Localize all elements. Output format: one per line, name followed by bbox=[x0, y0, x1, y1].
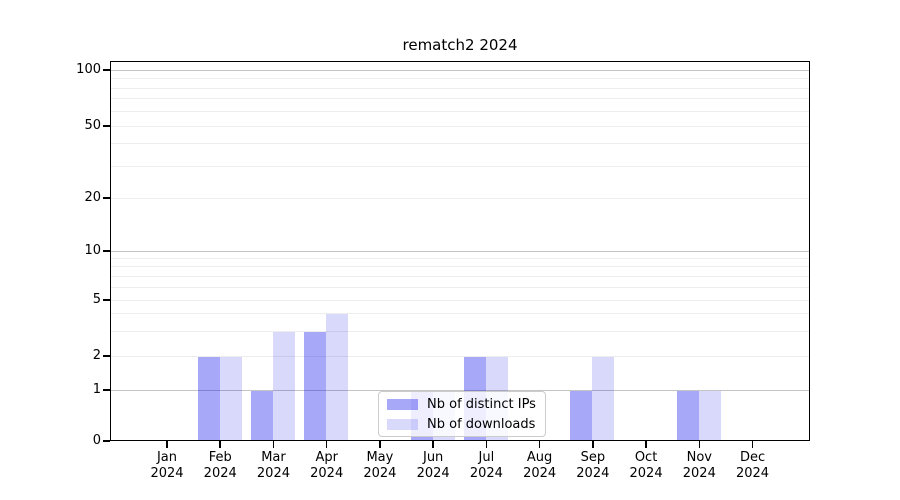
legend-swatch-distinct-ips bbox=[387, 398, 418, 410]
x-tick-label: Jan 2024 bbox=[150, 450, 184, 481]
y-tick-mark bbox=[103, 355, 110, 357]
x-tick-mark bbox=[538, 441, 541, 448]
bar-distinct-ips bbox=[570, 390, 593, 440]
y-tick-label: 50 bbox=[84, 118, 101, 133]
x-tick-label: Nov 2024 bbox=[682, 450, 716, 481]
x-tick-label: Dec 2024 bbox=[735, 450, 770, 481]
x-tick-mark bbox=[325, 441, 328, 448]
legend-item-distinct-ips: Nb of distinct IPs bbox=[387, 397, 537, 412]
gridline-major bbox=[111, 69, 809, 71]
x-tick-mark bbox=[485, 441, 488, 448]
x-tick-mark bbox=[166, 441, 168, 448]
gridline-minor bbox=[111, 313, 809, 315]
y-tick-mark bbox=[103, 197, 110, 199]
y-tick-mark bbox=[103, 389, 110, 391]
y-tick-label: 100 bbox=[76, 62, 101, 77]
gridline-minor bbox=[111, 197, 809, 199]
x-tick-mark bbox=[645, 441, 647, 448]
gridline-minor bbox=[111, 275, 809, 277]
y-tick-label: 0 bbox=[92, 433, 101, 448]
x-tick-mark bbox=[379, 441, 381, 448]
legend-label: Nb of distinct IPs bbox=[427, 396, 536, 412]
x-tick-label: Aug 2024 bbox=[523, 450, 557, 481]
y-tick-label: 20 bbox=[84, 190, 101, 205]
legend-swatch-downloads bbox=[387, 418, 418, 430]
y-tick-mark bbox=[103, 250, 110, 252]
x-tick-label: Feb 2024 bbox=[203, 450, 237, 481]
bar-downloads bbox=[219, 356, 242, 440]
gridline-minor bbox=[111, 266, 809, 268]
legend: Nb of distinct IPs Nb of downloads bbox=[378, 391, 546, 437]
x-tick-label: Jul 2024 bbox=[469, 450, 503, 481]
y-tick-label: 1 bbox=[92, 382, 101, 397]
bar-downloads bbox=[592, 356, 615, 440]
x-tick-mark bbox=[219, 441, 221, 448]
plot-area bbox=[110, 61, 810, 441]
bar-distinct-ips bbox=[250, 390, 273, 440]
gridline-major bbox=[111, 389, 809, 391]
x-tick-mark bbox=[272, 441, 275, 448]
gridline-minor bbox=[111, 330, 809, 332]
x-tick-mark bbox=[751, 441, 754, 448]
x-tick-mark bbox=[432, 441, 434, 448]
y-tick-mark bbox=[103, 440, 110, 442]
gridline-minor bbox=[111, 98, 809, 100]
y-tick-label: 5 bbox=[92, 292, 101, 307]
bar-downloads bbox=[698, 390, 721, 440]
y-tick-label: 10 bbox=[84, 243, 101, 258]
x-tick-mark bbox=[592, 441, 594, 448]
y-tick-label: 2 bbox=[92, 348, 101, 363]
gridline-minor bbox=[111, 143, 809, 145]
y-tick-mark bbox=[103, 299, 110, 301]
gridline-minor bbox=[111, 286, 809, 288]
x-tick-label: Sep 2024 bbox=[576, 450, 610, 481]
gridline-minor bbox=[111, 257, 809, 259]
legend-item-downloads: Nb of downloads bbox=[387, 417, 537, 432]
gridline-major bbox=[111, 250, 809, 252]
x-tick-label: May 2024 bbox=[363, 450, 397, 481]
x-tick-label: Jun 2024 bbox=[416, 450, 450, 481]
gridline-minor bbox=[111, 110, 809, 112]
y-tick-mark bbox=[103, 125, 110, 127]
legend-label: Nb of downloads bbox=[427, 416, 536, 432]
y-tick-mark bbox=[103, 69, 110, 71]
bar-distinct-ips bbox=[304, 331, 327, 440]
gridline-minor bbox=[111, 78, 809, 79]
gridline-minor bbox=[111, 165, 809, 167]
bar-distinct-ips bbox=[197, 356, 220, 440]
x-tick-label: Oct 2024 bbox=[629, 450, 663, 481]
bar-distinct-ips bbox=[676, 390, 699, 440]
bar-downloads bbox=[272, 331, 295, 440]
bar-downloads bbox=[326, 314, 349, 440]
gridline-minor bbox=[111, 299, 809, 301]
gridline-minor bbox=[111, 87, 809, 89]
x-tick-label: Apr 2024 bbox=[310, 450, 344, 481]
gridline-minor bbox=[111, 355, 809, 357]
chart-title: rematch2 2024 bbox=[402, 36, 518, 54]
x-tick-mark bbox=[698, 441, 701, 448]
gridline-minor bbox=[111, 125, 809, 127]
x-tick-label: Mar 2024 bbox=[256, 450, 290, 481]
